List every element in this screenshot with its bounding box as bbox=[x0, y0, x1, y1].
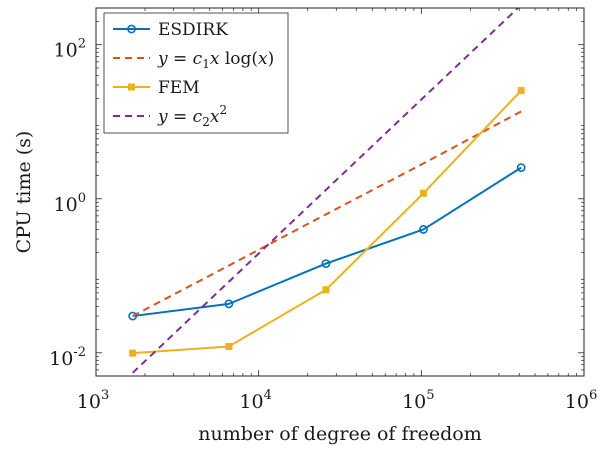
data-point-esdirk bbox=[128, 311, 138, 321]
x-tick-label: 103 bbox=[77, 388, 109, 413]
legend-label-esdirk: ESDIRK bbox=[158, 20, 228, 40]
data-point-fem bbox=[419, 189, 427, 197]
legend-marker-esdirk bbox=[127, 24, 136, 34]
series-layer bbox=[128, 8, 526, 374]
series-esdirk bbox=[128, 163, 526, 321]
x-axis-label: number of degree of freedom bbox=[198, 423, 481, 445]
series-fem bbox=[129, 87, 525, 357]
data-point-fem bbox=[517, 87, 525, 95]
y-tick-label: 102 bbox=[54, 37, 86, 62]
data-point-fem bbox=[225, 342, 233, 350]
x-tick-label: 104 bbox=[239, 388, 271, 413]
data-point-esdirk bbox=[419, 225, 428, 234]
y-tick-label: 10-2 bbox=[49, 345, 86, 370]
legend-label-fem: FEM bbox=[158, 78, 200, 98]
legend-marker-fem bbox=[128, 83, 135, 91]
legend-label-y-c2-x-2: y = c2x2 bbox=[157, 103, 227, 129]
x-tick-label: 106 bbox=[565, 388, 597, 413]
legend-label-y-c1-x-log-x: y = c1x log(x) bbox=[157, 49, 274, 71]
legend-entry-y-c1-x-log-x: y = c1x log(x) bbox=[113, 49, 274, 71]
x-tick-label: 105 bbox=[402, 388, 434, 413]
series-line-y-c1-x-log-x bbox=[132, 110, 522, 317]
series-y-c2-x-2 bbox=[132, 8, 520, 374]
legend-entry-esdirk: ESDIRK bbox=[113, 20, 228, 40]
data-point-esdirk bbox=[224, 299, 234, 309]
legend: ESDIRK y = c1x log(x) FEM y = c2x2 bbox=[103, 12, 289, 134]
data-point-fem bbox=[322, 286, 330, 294]
data-point-esdirk bbox=[516, 163, 526, 173]
legend-entry-fem: FEM bbox=[113, 78, 200, 98]
series-y-c1-x-log-x bbox=[132, 110, 522, 317]
data-point-esdirk bbox=[321, 259, 331, 269]
series-line-esdirk bbox=[132, 166, 522, 318]
plot-frame bbox=[95, 7, 585, 377]
y-axis-label: CPU time (s) bbox=[13, 131, 35, 254]
series-line-y-c2-x-2 bbox=[132, 8, 520, 374]
legend-entry-y-c2-x-2: y = c2x2 bbox=[113, 103, 227, 129]
y-tick-label: 100 bbox=[54, 191, 86, 216]
legend-box bbox=[103, 12, 289, 134]
ticks-layer: 103 104 105 106 10-2 100 102 bbox=[49, 8, 597, 413]
data-point-fem bbox=[129, 349, 137, 357]
